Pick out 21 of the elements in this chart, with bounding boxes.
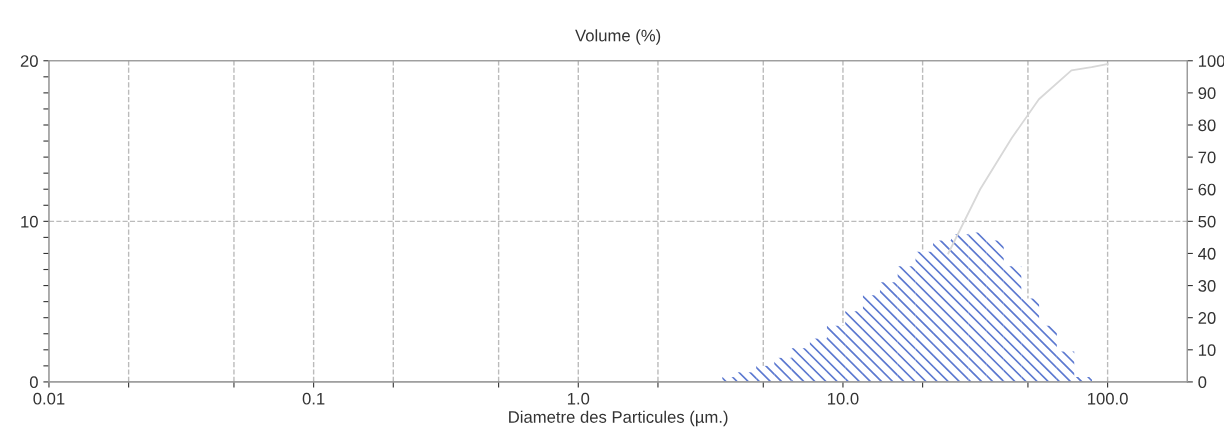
y2-tick-label: 10 bbox=[1198, 344, 1216, 357]
y2-tick-label: 70 bbox=[1198, 151, 1216, 164]
y2-tick-label: 20 bbox=[1198, 312, 1216, 324]
chart-title: Volume (%) bbox=[575, 29, 661, 45]
y2-tick-label: 90 bbox=[1198, 87, 1216, 100]
x-axis-title: Diametre des Particules (µm.) bbox=[509, 410, 728, 427]
x-tick-label: 10.0 bbox=[828, 392, 859, 405]
y2-tick-label: 60 bbox=[1198, 183, 1216, 196]
y-tick-label: 10 bbox=[21, 215, 38, 228]
y2-tick-label: 80 bbox=[1198, 119, 1216, 132]
x-tick-label: 0.01 bbox=[33, 392, 65, 405]
y2-tick-label: 40 bbox=[1198, 247, 1216, 260]
y2-tick-label: 0 bbox=[1198, 376, 1207, 389]
x-tick-label: 1.0 bbox=[567, 392, 590, 405]
y2-tick-label: 50 bbox=[1198, 215, 1216, 228]
x-tick-label: 100.0 bbox=[1088, 392, 1128, 405]
y2-tick-label: 30 bbox=[1198, 279, 1216, 292]
y-tick-label: 20 bbox=[20, 55, 38, 67]
y-tick-label: 0 bbox=[29, 376, 38, 389]
x-tick-label: 0.1 bbox=[302, 392, 325, 405]
y2-tick-label: 100 bbox=[1198, 55, 1224, 67]
